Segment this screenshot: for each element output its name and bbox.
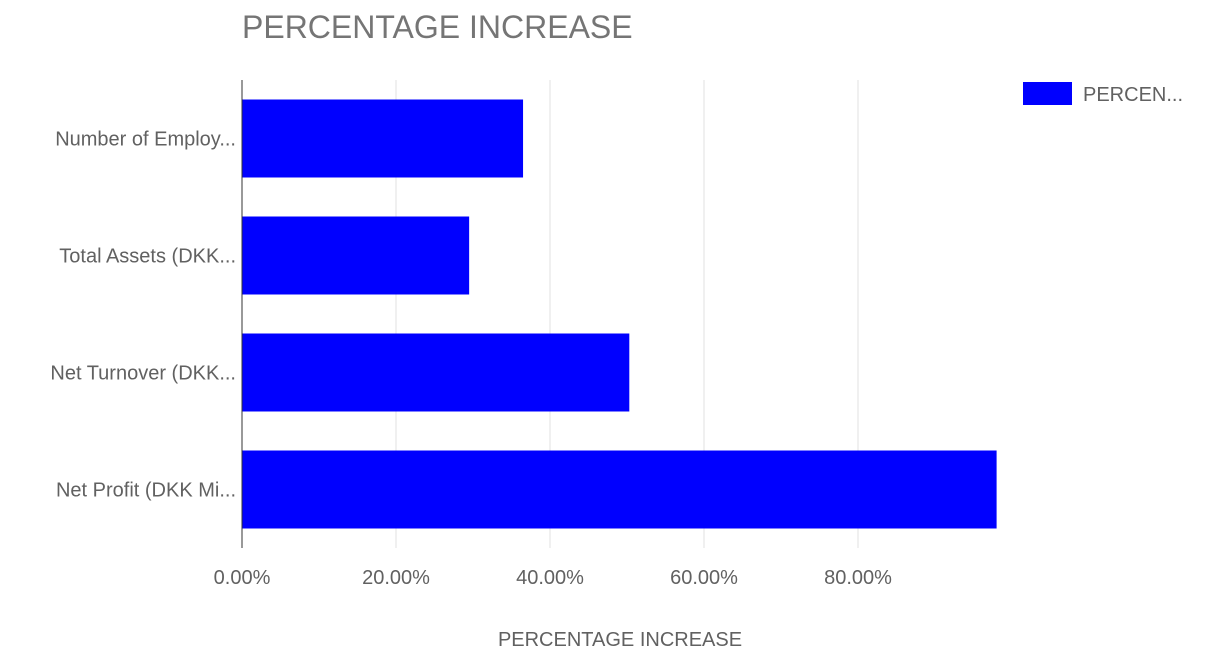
bar[interactable]	[242, 99, 524, 178]
y-tick-label: Total Assets (DKK...	[59, 246, 236, 268]
x-axis-labels: 0.00% 20.00% 40.00% 60.00% 80.00%	[214, 567, 892, 589]
legend-label: PERCEN...	[1083, 84, 1183, 106]
y-tick-label: Net Profit (DKK Mi...	[56, 480, 236, 502]
chart-title: PERCENTAGE INCREASE	[242, 9, 633, 45]
x-axis-title: PERCENTAGE INCREASE	[498, 629, 742, 651]
y-tick-label: Net Turnover (DKK...	[50, 363, 236, 385]
legend-swatch	[1023, 82, 1072, 105]
x-tick-label: 80.00%	[824, 567, 892, 589]
x-tick-label: 40.00%	[516, 567, 584, 589]
x-tick-label: 20.00%	[362, 567, 430, 589]
bars	[242, 99, 997, 529]
bar[interactable]	[242, 450, 997, 529]
legend[interactable]: PERCEN...	[1023, 82, 1183, 106]
y-axis-labels: Number of Employ... Total Assets (DKK... N…	[50, 129, 236, 502]
bar[interactable]	[242, 216, 470, 295]
y-tick-label: Number of Employ...	[55, 129, 236, 151]
bar[interactable]	[242, 333, 630, 412]
x-tick-label: 0.00%	[214, 567, 271, 589]
x-tick-label: 60.00%	[670, 567, 738, 589]
